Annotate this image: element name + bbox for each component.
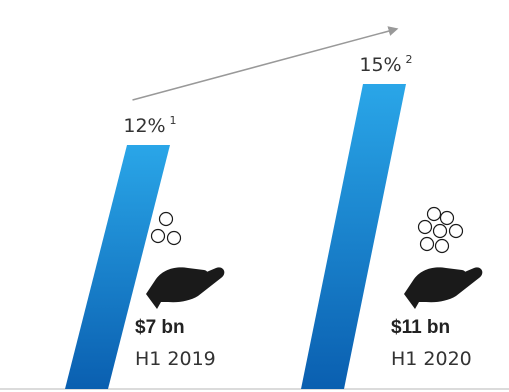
data-label-2: 15% [359,54,401,76]
coin-icon [419,236,435,252]
hand-icon-1 [146,267,225,309]
tick-label-2: H1 2020 [391,348,472,370]
hand-icon-2 [404,267,483,309]
icons-group [146,206,483,309]
bar-2 [301,84,406,389]
coin-icon [432,223,448,239]
coin-icon [166,230,182,246]
trend-arrow [132,26,399,101]
coin-icon [434,238,450,254]
amount-label-2: $11 bn [391,317,450,338]
coin-icon [426,206,442,222]
data-label-1: 12% [123,115,165,137]
amount-label-1: $7 bn [135,317,185,338]
coin-icon [417,219,433,235]
data-label-footnote-2: 2 [406,53,413,66]
bars-group [65,84,406,389]
coin-icon [150,228,166,244]
bar-1 [65,145,170,389]
labels-group: 12% 1 $7 bn H1 2019 15% 2 $11 bn H1 2020 [123,53,471,370]
coin-icon [448,223,464,239]
data-label-footnote-1: 1 [170,114,177,127]
tick-label-1: H1 2019 [135,348,216,370]
coin-icon [439,210,455,226]
coin-icon [158,211,174,227]
